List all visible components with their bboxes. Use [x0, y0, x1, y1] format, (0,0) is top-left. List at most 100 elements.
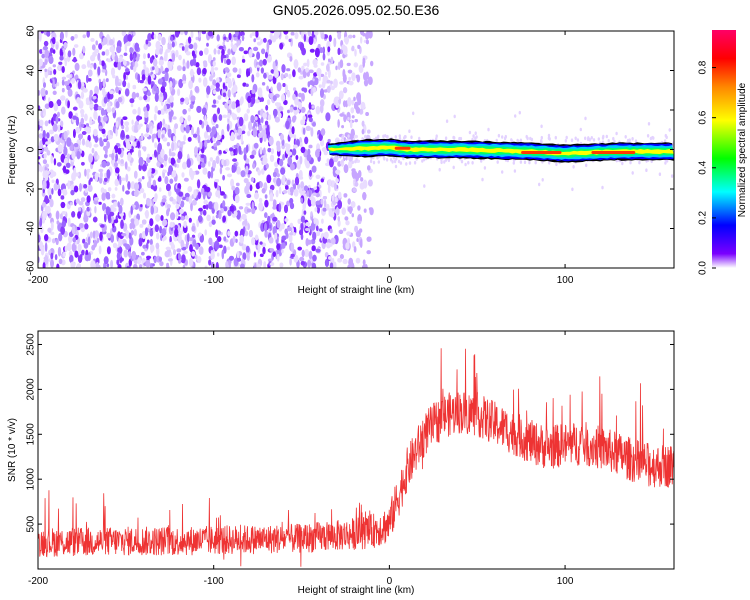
- noise-dot: [117, 82, 122, 86]
- noise-dot: [256, 64, 260, 68]
- noise-dot: [212, 89, 217, 95]
- noise-dot: [58, 65, 61, 71]
- noise-dot: [86, 171, 90, 180]
- noise-dot: [300, 222, 304, 232]
- noise-dot: [170, 212, 176, 221]
- noise-dot: [208, 221, 213, 228]
- noise-dot: [117, 246, 123, 254]
- noise-dot: [305, 238, 309, 247]
- noise-dot: [302, 203, 306, 210]
- noise-dot: [53, 158, 57, 166]
- noise-dot: [38, 58, 43, 67]
- noise-dot: [235, 182, 240, 187]
- noise-dot: [354, 181, 359, 187]
- noise-dot: [212, 160, 217, 169]
- noise-dot: [161, 81, 167, 88]
- noise-dot: [70, 261, 76, 268]
- noise-dot: [194, 50, 198, 55]
- noise-dot: [246, 144, 249, 153]
- noise-dot: [236, 257, 242, 262]
- noise-dot: [217, 236, 222, 242]
- noise-dot: [157, 110, 161, 115]
- noise-dot: [68, 111, 73, 119]
- noise-dot: [240, 134, 243, 143]
- noise-dot: [188, 217, 192, 223]
- noise-dot: [264, 230, 269, 238]
- noise-dot: [215, 124, 219, 129]
- noise-dot: [322, 196, 327, 200]
- noise-dot: [290, 31, 295, 36]
- noise-dot: [161, 219, 168, 227]
- noise-dot: [177, 142, 180, 146]
- noise-dot: [207, 135, 211, 140]
- noise-dot: [280, 73, 284, 81]
- noise-dot: [179, 116, 184, 124]
- noise-dot: [116, 252, 121, 260]
- noise-dot: [225, 167, 231, 171]
- noise-dot: [80, 108, 85, 115]
- noise-dot: [223, 206, 228, 212]
- noise-dot: [119, 56, 123, 61]
- noise-dot: [232, 158, 238, 162]
- noise-dot: [163, 54, 168, 62]
- noise-dot: [270, 86, 273, 93]
- noise-dot: [67, 50, 72, 58]
- noise-dot: [272, 199, 277, 209]
- halo-dot: [576, 138, 580, 142]
- noise-dot: [38, 105, 41, 111]
- noise-dot: [120, 159, 124, 165]
- noise-dot: [170, 157, 176, 165]
- noise-dot: [296, 101, 302, 107]
- noise-dot: [278, 112, 282, 118]
- noise-dot: [72, 106, 78, 111]
- halo-dot: [467, 160, 470, 165]
- noise-dot: [54, 254, 58, 261]
- noise-dot: [149, 56, 153, 64]
- noise-dot: [99, 125, 102, 130]
- noise-dot: [243, 153, 247, 161]
- noise-dot: [251, 74, 255, 83]
- noise-dot: [142, 60, 146, 65]
- noise-dot: [222, 82, 226, 90]
- noise-dot: [97, 52, 101, 61]
- noise-dot: [339, 59, 344, 68]
- noise-dot: [281, 64, 286, 73]
- noise-dot: [330, 85, 335, 91]
- noise-dot: [178, 54, 182, 61]
- noise-dot: [299, 256, 305, 262]
- noise-dot: [204, 139, 208, 148]
- noise-dot: [197, 134, 201, 144]
- noise-dot: [99, 81, 103, 91]
- noise-dot: [177, 150, 183, 160]
- noise-dot: [115, 120, 119, 128]
- noise-dot: [302, 127, 306, 135]
- noise-dot: [298, 169, 303, 180]
- noise-dot: [306, 153, 312, 162]
- noise-dot: [256, 51, 260, 60]
- noise-dot: [202, 167, 208, 175]
- noise-dot: [336, 206, 340, 216]
- noise-dot: [207, 31, 213, 37]
- noise-dot: [236, 251, 240, 259]
- noise-dot: [61, 66, 65, 73]
- colorbar-label: Normalized spectral amplitude: [737, 82, 748, 217]
- noise-dot: [92, 230, 96, 239]
- noise-dot: [122, 184, 125, 192]
- y-tick-label: 1000: [26, 468, 37, 491]
- noise-dot: [42, 137, 46, 145]
- noise-dot: [232, 67, 238, 73]
- noise-dot: [211, 65, 214, 76]
- noise-dot: [339, 113, 345, 117]
- noise-dot: [69, 180, 74, 186]
- colorbar: 0.00.20.40.60.8 Normalized spectral ampl…: [698, 30, 748, 275]
- noise-dot: [92, 95, 97, 100]
- noise-dot: [315, 174, 321, 179]
- noise-dot: [55, 115, 59, 124]
- noise-dot: [366, 250, 372, 255]
- noise-dot: [111, 152, 115, 161]
- halo-dot: [487, 127, 490, 132]
- noise-dot: [57, 111, 60, 118]
- noise-dot: [268, 136, 274, 146]
- noise-dot: [344, 216, 349, 221]
